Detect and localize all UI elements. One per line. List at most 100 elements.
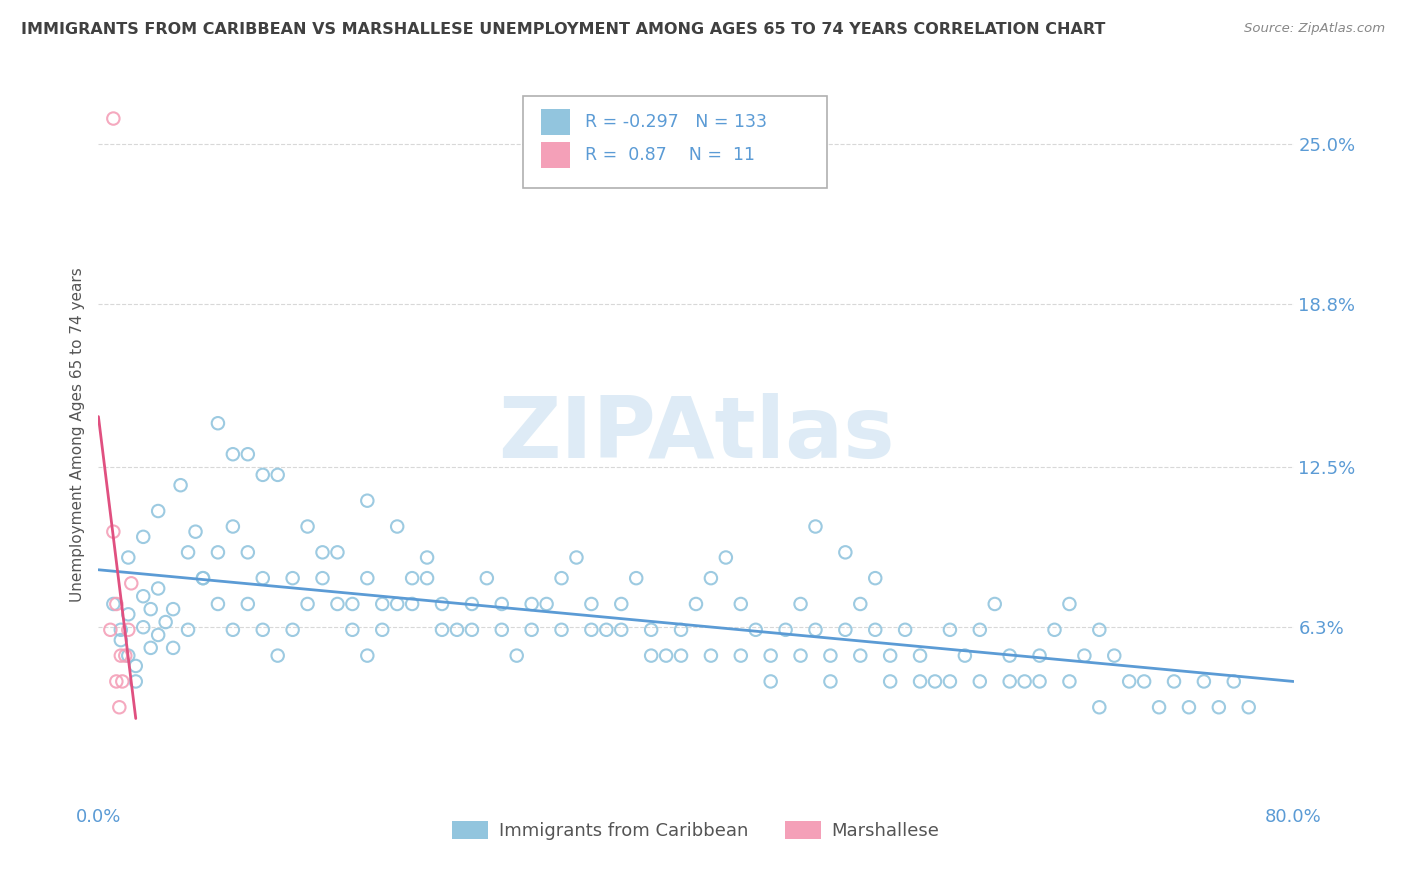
Point (908, 648, 931, 663)
Point (565, 550, 588, 565)
Point (998, 648, 1021, 663)
Point (536, 597, 558, 611)
Point (849, 648, 872, 663)
FancyBboxPatch shape (541, 109, 571, 136)
Point (117, 623, 139, 637)
Point (581, 597, 603, 611)
Text: IMMIGRANTS FROM CARIBBEAN VS MARSHALLESE UNEMPLOYMENT AMONG AGES 65 TO 74 YEARS : IMMIGRANTS FROM CARIBBEAN VS MARSHALLESE… (21, 22, 1105, 37)
Point (1147, 700, 1170, 714)
Point (700, 571, 723, 585)
Point (894, 623, 917, 637)
Point (461, 623, 484, 637)
Point (311, 571, 333, 585)
Point (924, 674, 946, 689)
Legend: Immigrants from Caribbean, Marshallese: Immigrants from Caribbean, Marshallese (443, 812, 949, 849)
Point (98, 623, 122, 637)
Point (1059, 597, 1081, 611)
Point (775, 623, 797, 637)
Y-axis label: Unemployment Among Ages 65 to 74 years: Unemployment Among Ages 65 to 74 years (69, 268, 84, 602)
Point (700, 648, 723, 663)
Point (1104, 648, 1126, 663)
Point (506, 648, 529, 663)
Point (820, 648, 842, 663)
Point (626, 571, 648, 585)
Point (117, 648, 139, 663)
Point (804, 623, 827, 637)
Point (207, 597, 229, 611)
Point (281, 571, 304, 585)
Point (640, 623, 662, 637)
Point (297, 519, 319, 533)
Point (804, 519, 827, 533)
Point (132, 620, 155, 634)
Point (267, 467, 290, 482)
Point (162, 640, 184, 655)
Point (105, 597, 128, 611)
Point (789, 597, 811, 611)
Point (745, 623, 768, 637)
Point (252, 571, 274, 585)
Point (969, 674, 991, 689)
Text: Source: ZipAtlas.com: Source: ZipAtlas.com (1244, 22, 1385, 36)
Point (430, 623, 453, 637)
Point (139, 602, 162, 616)
Point (207, 416, 229, 430)
Point (1088, 623, 1111, 637)
Point (610, 623, 633, 637)
Point (595, 623, 617, 637)
Point (1073, 648, 1095, 663)
Point (148, 628, 170, 642)
Point (1133, 674, 1156, 689)
Point (342, 623, 364, 637)
Point (110, 623, 132, 637)
Point (730, 648, 752, 663)
Point (759, 648, 782, 663)
Point (759, 674, 782, 689)
Point (103, 524, 125, 539)
Point (669, 648, 692, 663)
Point (820, 674, 842, 689)
Point (125, 674, 148, 689)
Point (669, 623, 692, 637)
Point (111, 674, 134, 689)
Point (1223, 674, 1246, 689)
Point (1028, 648, 1050, 663)
Point (117, 607, 139, 622)
Point (236, 447, 259, 461)
Point (908, 674, 931, 689)
Point (714, 550, 737, 565)
Point (297, 597, 319, 611)
Text: R =  0.87    N =  11: R = 0.87 N = 11 (585, 146, 755, 164)
Point (401, 597, 423, 611)
Point (1118, 674, 1140, 689)
Point (416, 571, 439, 585)
Point (385, 519, 409, 533)
Point (177, 545, 200, 559)
Point (252, 467, 274, 482)
Point (191, 571, 214, 585)
Point (610, 597, 633, 611)
Point (520, 597, 543, 611)
Point (1014, 674, 1036, 689)
Point (105, 674, 128, 689)
FancyBboxPatch shape (523, 96, 827, 188)
Point (1028, 674, 1050, 689)
Point (953, 648, 976, 663)
FancyBboxPatch shape (541, 142, 571, 169)
Point (401, 571, 423, 585)
Point (984, 597, 1007, 611)
Point (326, 545, 349, 559)
Point (236, 597, 259, 611)
Point (110, 648, 132, 663)
Point (550, 623, 572, 637)
Point (114, 648, 136, 663)
Point (117, 550, 139, 565)
Point (177, 623, 200, 637)
Point (125, 659, 148, 673)
Point (461, 597, 484, 611)
Point (207, 545, 229, 559)
Point (655, 648, 678, 663)
Point (1059, 674, 1081, 689)
Point (191, 571, 214, 585)
Point (281, 623, 304, 637)
